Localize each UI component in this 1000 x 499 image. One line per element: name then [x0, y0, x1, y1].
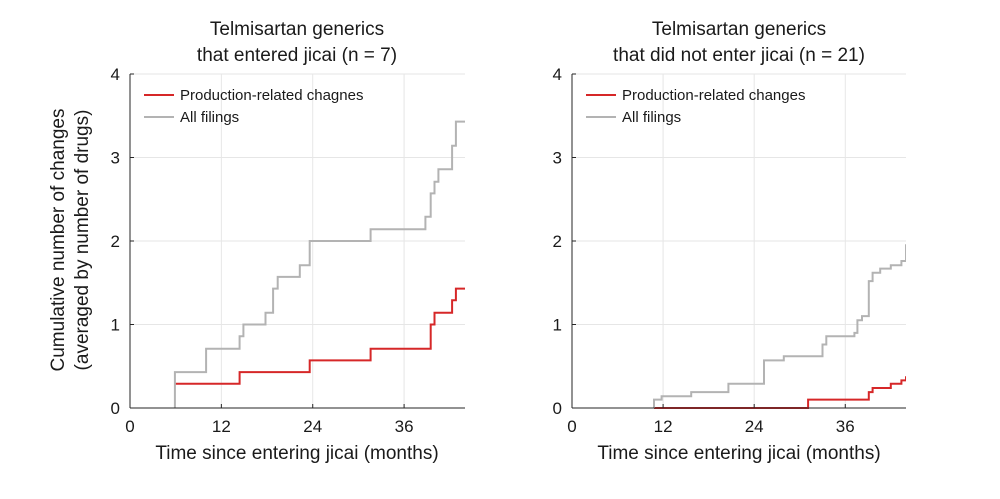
right-y-tick-label: 1	[553, 316, 562, 335]
left-series-line-production	[174, 287, 465, 385]
right-x-tick-label: 12	[654, 417, 673, 436]
right-panel-x-axis-label: Time since entering jicai (months)	[597, 443, 880, 464]
left-x-tick-label: 36	[395, 417, 414, 436]
right-x-tick-label: 0	[567, 417, 576, 436]
left-y-tick-label: 0	[111, 399, 120, 418]
right-legend-label: All filings	[622, 109, 681, 126]
right-panel-title-line1: Telmisartan generics	[652, 19, 826, 40]
left-panel-title-line2: that entered jicai (n = 7)	[197, 45, 397, 66]
left-y-tick-label: 1	[111, 316, 120, 335]
left-y-tick-label: 4	[111, 65, 120, 84]
right-y-tick-label: 2	[553, 232, 562, 251]
left-legend-label: Production-related chagnes	[180, 87, 363, 104]
y-axis-label-line2: (averaged by number of drugs)	[72, 110, 93, 371]
left-legend-label: All filings	[180, 109, 239, 126]
right-y-tick-label: 3	[553, 149, 562, 168]
right-x-tick-label: 24	[745, 417, 764, 436]
left-series-line-all-filings	[173, 120, 465, 408]
left-y-tick-label: 2	[111, 232, 120, 251]
right-y-tick-label: 4	[553, 65, 562, 84]
right-x-tick-label: 36	[836, 417, 855, 436]
right-series-line-production	[654, 376, 906, 409]
right-panel: Telmisartan generics that did not enter …	[553, 19, 906, 464]
left-x-tick-label: 12	[212, 417, 231, 436]
left-x-tick-label: 0	[125, 417, 134, 436]
left-y-tick-label: 3	[111, 149, 120, 168]
right-panel-title-line2: that did not enter jicai (n = 21)	[613, 45, 865, 66]
left-panel: Telmisartan generics that entered jicai …	[111, 19, 465, 464]
right-y-tick-label: 0	[553, 399, 562, 418]
right-series-line-all-filings	[653, 244, 906, 408]
left-x-tick-label: 24	[303, 417, 322, 436]
left-panel-x-axis-label: Time since entering jicai (months)	[155, 443, 438, 464]
right-legend-label: Production-related changes	[622, 87, 805, 104]
left-panel-title-line1: Telmisartan generics	[210, 19, 384, 40]
y-axis-label-line1: Cumulative number of changes	[48, 109, 69, 372]
